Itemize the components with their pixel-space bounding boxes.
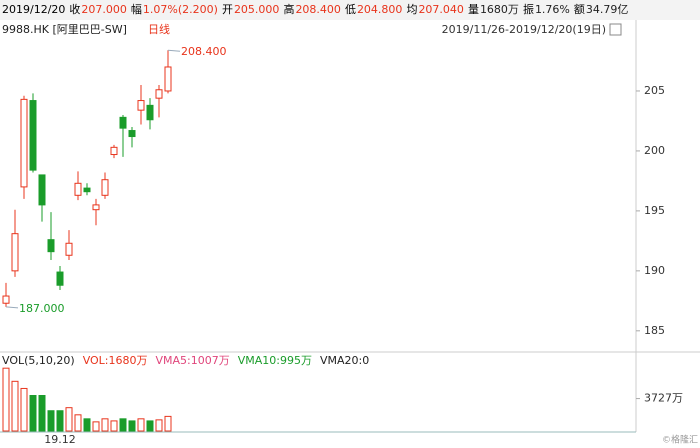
candle-body <box>119 116 127 129</box>
x-tick-label: 19.12 <box>44 433 76 446</box>
volume-bar <box>110 420 118 432</box>
candle-body <box>155 89 163 99</box>
y-tick-label: 205 <box>644 84 665 97</box>
volume-bar <box>2 367 10 432</box>
watermark: ©格隆汇 <box>662 434 698 446</box>
volume-bar <box>20 387 28 432</box>
volume-bar <box>11 380 19 432</box>
volume-bar <box>137 418 145 432</box>
info-value: 207.040 <box>418 3 464 16</box>
info-value: 1.07%(2.200) <box>142 3 218 16</box>
y-tick-label: 185 <box>644 324 665 337</box>
candle-body <box>164 66 172 92</box>
info-label: 幅 <box>130 3 142 16</box>
info-label: 均 <box>406 3 418 16</box>
volume-bar <box>56 410 64 432</box>
info-value: 207.000 <box>81 3 127 16</box>
info-value: 34.79亿 <box>585 3 629 16</box>
info-label: 振 <box>522 3 534 16</box>
y-tick-label: 200 <box>644 144 665 157</box>
settings-icon[interactable] <box>609 23 622 36</box>
candle-body <box>11 233 19 272</box>
volume-bar <box>83 418 91 432</box>
candle-body <box>74 182 82 196</box>
candle-body <box>83 187 91 193</box>
info-value: 208.400 <box>295 3 341 16</box>
candle-body <box>47 239 55 253</box>
leader <box>167 49 181 52</box>
candle-body <box>38 174 46 206</box>
volume-legend: VOL:1680万 <box>83 354 148 367</box>
volume-bar <box>155 419 163 432</box>
annotation: 187.000 <box>19 302 65 315</box>
volume-legend: VMA10:995万 <box>238 354 312 367</box>
info-value: 205.000 <box>233 3 280 16</box>
volume-bar <box>119 418 127 432</box>
info-label: 低 <box>344 3 356 16</box>
volume-legend: VOL(5,10,20) <box>2 354 75 367</box>
info-value: 1.76% <box>534 3 570 16</box>
annotation: 208.400 <box>181 45 227 58</box>
candle-body <box>2 295 10 304</box>
volume-bar <box>29 395 37 432</box>
volume-bar <box>92 421 100 432</box>
volume-bar <box>47 410 55 432</box>
y-tick-label: 190 <box>644 264 665 277</box>
info-label: 收 <box>69 3 81 16</box>
y-tick-label: 3727万 <box>644 392 683 405</box>
period: 日线 <box>148 22 170 36</box>
candle-body <box>20 98 28 188</box>
symbol: 9988.HK [阿里巴巴-SW] <box>2 23 127 36</box>
info-bar: 2019/12/20 收207.000 幅1.07%(2.200) 开205.000 高… <box>0 0 700 20</box>
candle-body <box>56 271 64 286</box>
volume-bar <box>128 420 136 432</box>
volume-bar <box>74 414 82 432</box>
candle-body <box>101 179 109 196</box>
info-label: 2019/12/20 <box>2 3 66 16</box>
info-label: 量 <box>467 3 479 16</box>
info-value: 204.800 <box>356 3 403 16</box>
chart: 9988.HK [阿里巴巴-SW] 日线 2019/11/26-2019/12/… <box>0 20 700 446</box>
candle-body <box>110 146 118 156</box>
candle-body <box>137 100 145 111</box>
info-label: 额 <box>573 3 585 16</box>
volume-legend: VMA20:0 <box>320 354 369 367</box>
leader <box>5 306 19 309</box>
info-value: 1680万 <box>479 3 519 16</box>
candle-body <box>29 100 37 171</box>
candle-body <box>92 204 100 211</box>
volume-legend: VMA5:1007万 <box>156 354 230 367</box>
candle-body <box>65 242 73 256</box>
volume-bar <box>164 415 172 432</box>
candle-body <box>128 130 136 138</box>
info-label: 开 <box>221 3 233 16</box>
volume-bar <box>146 420 154 432</box>
candle-body <box>146 104 154 121</box>
volume-bar <box>65 407 73 432</box>
info-label: 高 <box>283 3 295 16</box>
volume-bar <box>38 395 46 432</box>
volume-bar <box>101 418 109 432</box>
date-range: 2019/11/26-2019/12/20(19日) <box>442 23 606 36</box>
y-tick-label: 195 <box>644 204 665 217</box>
